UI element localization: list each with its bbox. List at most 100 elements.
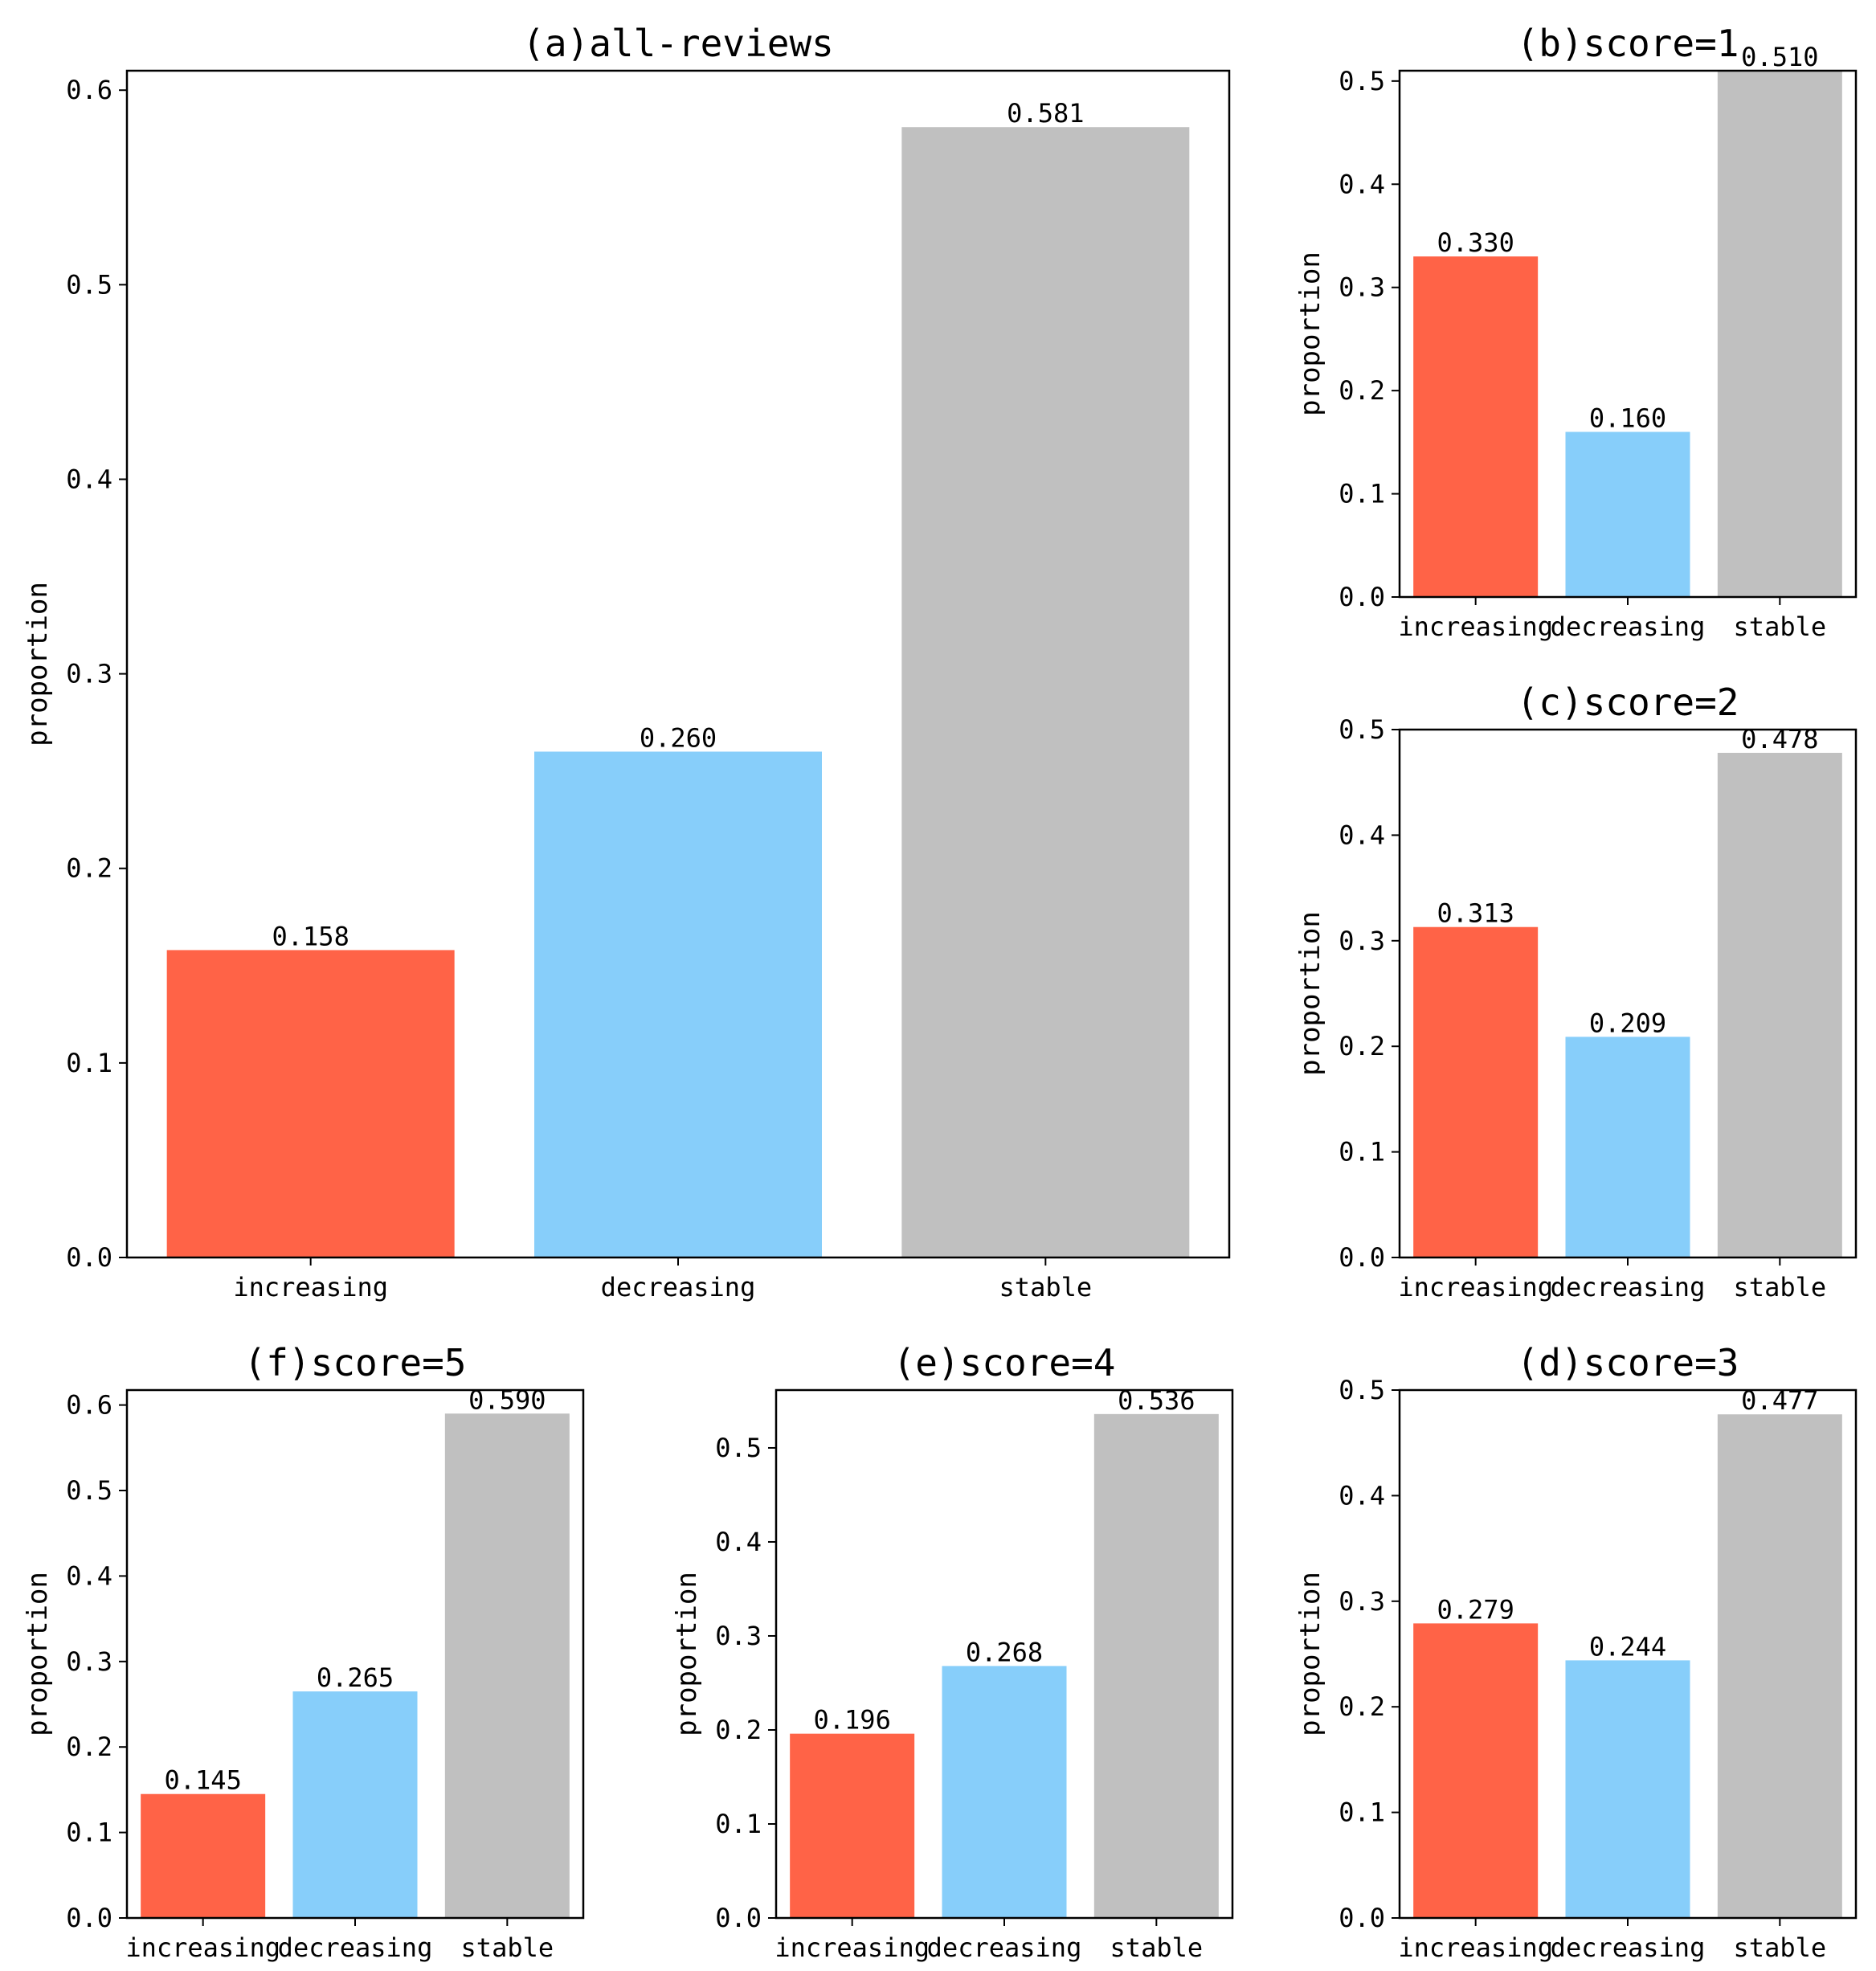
x-tick-label-stable: stable bbox=[1734, 611, 1827, 642]
bar-stable bbox=[1717, 71, 1842, 597]
y-tick-label: 0.3 bbox=[715, 1621, 762, 1651]
y-tick-label: 0.4 bbox=[1339, 169, 1385, 199]
bar-stable bbox=[444, 1413, 570, 1918]
bar-stable bbox=[901, 127, 1190, 1258]
data-label-increasing: 0.158 bbox=[272, 921, 349, 951]
chart-a: 0.158 increasing 0.260 decreasing 0.581 stabl… bbox=[22, 22, 1231, 1302]
chart-d: 0.279increasing0.244decreasing0.477stabl… bbox=[1294, 1341, 1858, 1963]
x-tick-label-decreasing: decreasing bbox=[601, 1272, 756, 1302]
y-tick-label: 0.2 bbox=[1339, 1031, 1385, 1061]
y-tick-label: 0.5 bbox=[1339, 66, 1385, 96]
y-tick-label: 0.0 bbox=[1339, 1903, 1385, 1933]
chart-b: 0.330 increasing 0.160 decreasing 0.510 stabl… bbox=[1294, 22, 1858, 642]
bar-decreasing bbox=[1565, 431, 1690, 597]
y-axis-label: proportion bbox=[22, 582, 54, 746]
chart-title: (f)score=5 bbox=[244, 1341, 467, 1384]
y-tick-label: 0.3 bbox=[66, 1646, 112, 1677]
y-tick-label: 0.5 bbox=[1339, 714, 1385, 745]
y-tick-label: 0.1 bbox=[66, 1818, 112, 1848]
y-tick-label: 0.2 bbox=[1339, 1691, 1385, 1722]
x-tick-label-increasing: increasing bbox=[1398, 1272, 1553, 1302]
bar-increasing bbox=[1413, 926, 1539, 1257]
data-label-decreasing: 0.160 bbox=[1589, 403, 1666, 434]
y-tick-label: 0.1 bbox=[1339, 1137, 1385, 1167]
y-tick-label: 0.4 bbox=[1339, 820, 1385, 850]
x-tick-label-increasing: increasing bbox=[233, 1272, 388, 1302]
data-label-decreasing: 0.209 bbox=[1589, 1008, 1666, 1038]
bar-decreasing bbox=[534, 751, 822, 1257]
bar-stable bbox=[1717, 752, 1842, 1257]
chart-title: (c)score=2 bbox=[1517, 681, 1739, 724]
data-label-decreasing: 0.244 bbox=[1589, 1631, 1666, 1662]
plot-frame bbox=[125, 1388, 585, 1920]
plot-frame bbox=[1398, 1388, 1858, 1920]
chart-title: (d)score=3 bbox=[1517, 1341, 1739, 1384]
y-tick-label: 0.2 bbox=[1339, 375, 1385, 406]
y-tick-label: 0.5 bbox=[715, 1433, 762, 1463]
y-tick-label: 0.3 bbox=[1339, 926, 1385, 956]
plot-frame bbox=[1398, 69, 1858, 599]
data-label-increasing: 0.196 bbox=[814, 1705, 891, 1736]
chart-c: 0.313 increasing 0.209 decreasing 0.478 stabl… bbox=[1294, 681, 1858, 1302]
y-axis-label: proportion bbox=[671, 1572, 703, 1736]
bar-decreasing bbox=[1565, 1037, 1690, 1257]
bar-increasing bbox=[1413, 256, 1539, 597]
bar-decreasing bbox=[1565, 1660, 1690, 1918]
x-tick-label-stable: stable bbox=[999, 1272, 1093, 1302]
y-tick-label: 0.0 bbox=[1339, 1242, 1385, 1273]
data-label-increasing: 0.313 bbox=[1437, 898, 1514, 929]
x-tick-label-increasing: increasing bbox=[1398, 611, 1553, 642]
plot-frame bbox=[775, 1388, 1234, 1920]
chart-f: 0.145increasing0.265decreasing0.590stabl… bbox=[22, 1341, 585, 1963]
y-axis-label: proportion bbox=[1294, 911, 1326, 1076]
bar-increasing bbox=[166, 950, 455, 1257]
y-tick-label: 0.3 bbox=[66, 659, 112, 689]
data-label-increasing: 0.145 bbox=[165, 1765, 242, 1796]
bar-stable bbox=[1717, 1414, 1842, 1918]
y-axis-label: proportion bbox=[1294, 1572, 1326, 1736]
bar-increasing bbox=[1413, 1623, 1539, 1918]
y-tick-label: 0.5 bbox=[66, 269, 112, 300]
x-tick-label-increasing: increasing bbox=[1398, 1932, 1553, 1963]
plot-frame bbox=[1398, 728, 1858, 1259]
data-label-decreasing: 0.265 bbox=[317, 1662, 394, 1693]
chart-title: (a)all-reviews bbox=[522, 22, 834, 65]
plot-frame bbox=[125, 69, 1231, 1259]
y-tick-label: 0.5 bbox=[1339, 1375, 1385, 1405]
y-tick-label: 0.2 bbox=[66, 853, 112, 884]
y-tick-label: 0.4 bbox=[66, 1560, 112, 1591]
data-label-increasing: 0.279 bbox=[1437, 1594, 1514, 1625]
data-label-decreasing: 0.260 bbox=[640, 722, 717, 753]
x-tick-label-stable: stable bbox=[1734, 1272, 1827, 1302]
y-tick-label: 0.2 bbox=[715, 1715, 762, 1745]
chart-title: (e)score=4 bbox=[893, 1341, 1116, 1384]
y-tick-label: 0.0 bbox=[66, 1903, 112, 1933]
x-tick-label-decreasing: decreasing bbox=[1551, 1272, 1706, 1302]
y-tick-label: 0.1 bbox=[715, 1809, 762, 1839]
y-tick-label: 0.6 bbox=[66, 1390, 112, 1421]
data-label-increasing: 0.330 bbox=[1437, 227, 1514, 258]
y-tick-label: 0.6 bbox=[66, 75, 112, 105]
bar-stable bbox=[1093, 1413, 1219, 1918]
x-tick-label-stable: stable bbox=[1110, 1932, 1204, 1963]
y-tick-label: 0.3 bbox=[1339, 272, 1385, 303]
data-label-decreasing: 0.268 bbox=[966, 1637, 1043, 1667]
y-tick-label: 0.0 bbox=[66, 1242, 112, 1273]
bar-decreasing bbox=[292, 1691, 418, 1918]
y-tick-label: 0.4 bbox=[1339, 1480, 1385, 1511]
y-axis-label: proportion bbox=[1294, 251, 1326, 416]
y-tick-label: 0.3 bbox=[1339, 1586, 1385, 1617]
y-tick-label: 0.4 bbox=[715, 1527, 762, 1557]
y-tick-label: 0.0 bbox=[1339, 582, 1385, 612]
y-tick-label: 0.4 bbox=[66, 464, 112, 494]
y-tick-label: 0.1 bbox=[1339, 1797, 1385, 1828]
y-axis-label: proportion bbox=[22, 1572, 54, 1736]
data-label-stable: 0.510 bbox=[1741, 42, 1818, 72]
x-tick-label-decreasing: decreasing bbox=[1551, 611, 1706, 642]
x-tick-label-decreasing: decreasing bbox=[278, 1932, 433, 1963]
x-tick-label-increasing: increasing bbox=[775, 1932, 930, 1963]
y-tick-label: 0.5 bbox=[66, 1475, 112, 1506]
y-tick-label: 0.1 bbox=[1339, 479, 1385, 509]
bar-increasing bbox=[141, 1793, 266, 1918]
